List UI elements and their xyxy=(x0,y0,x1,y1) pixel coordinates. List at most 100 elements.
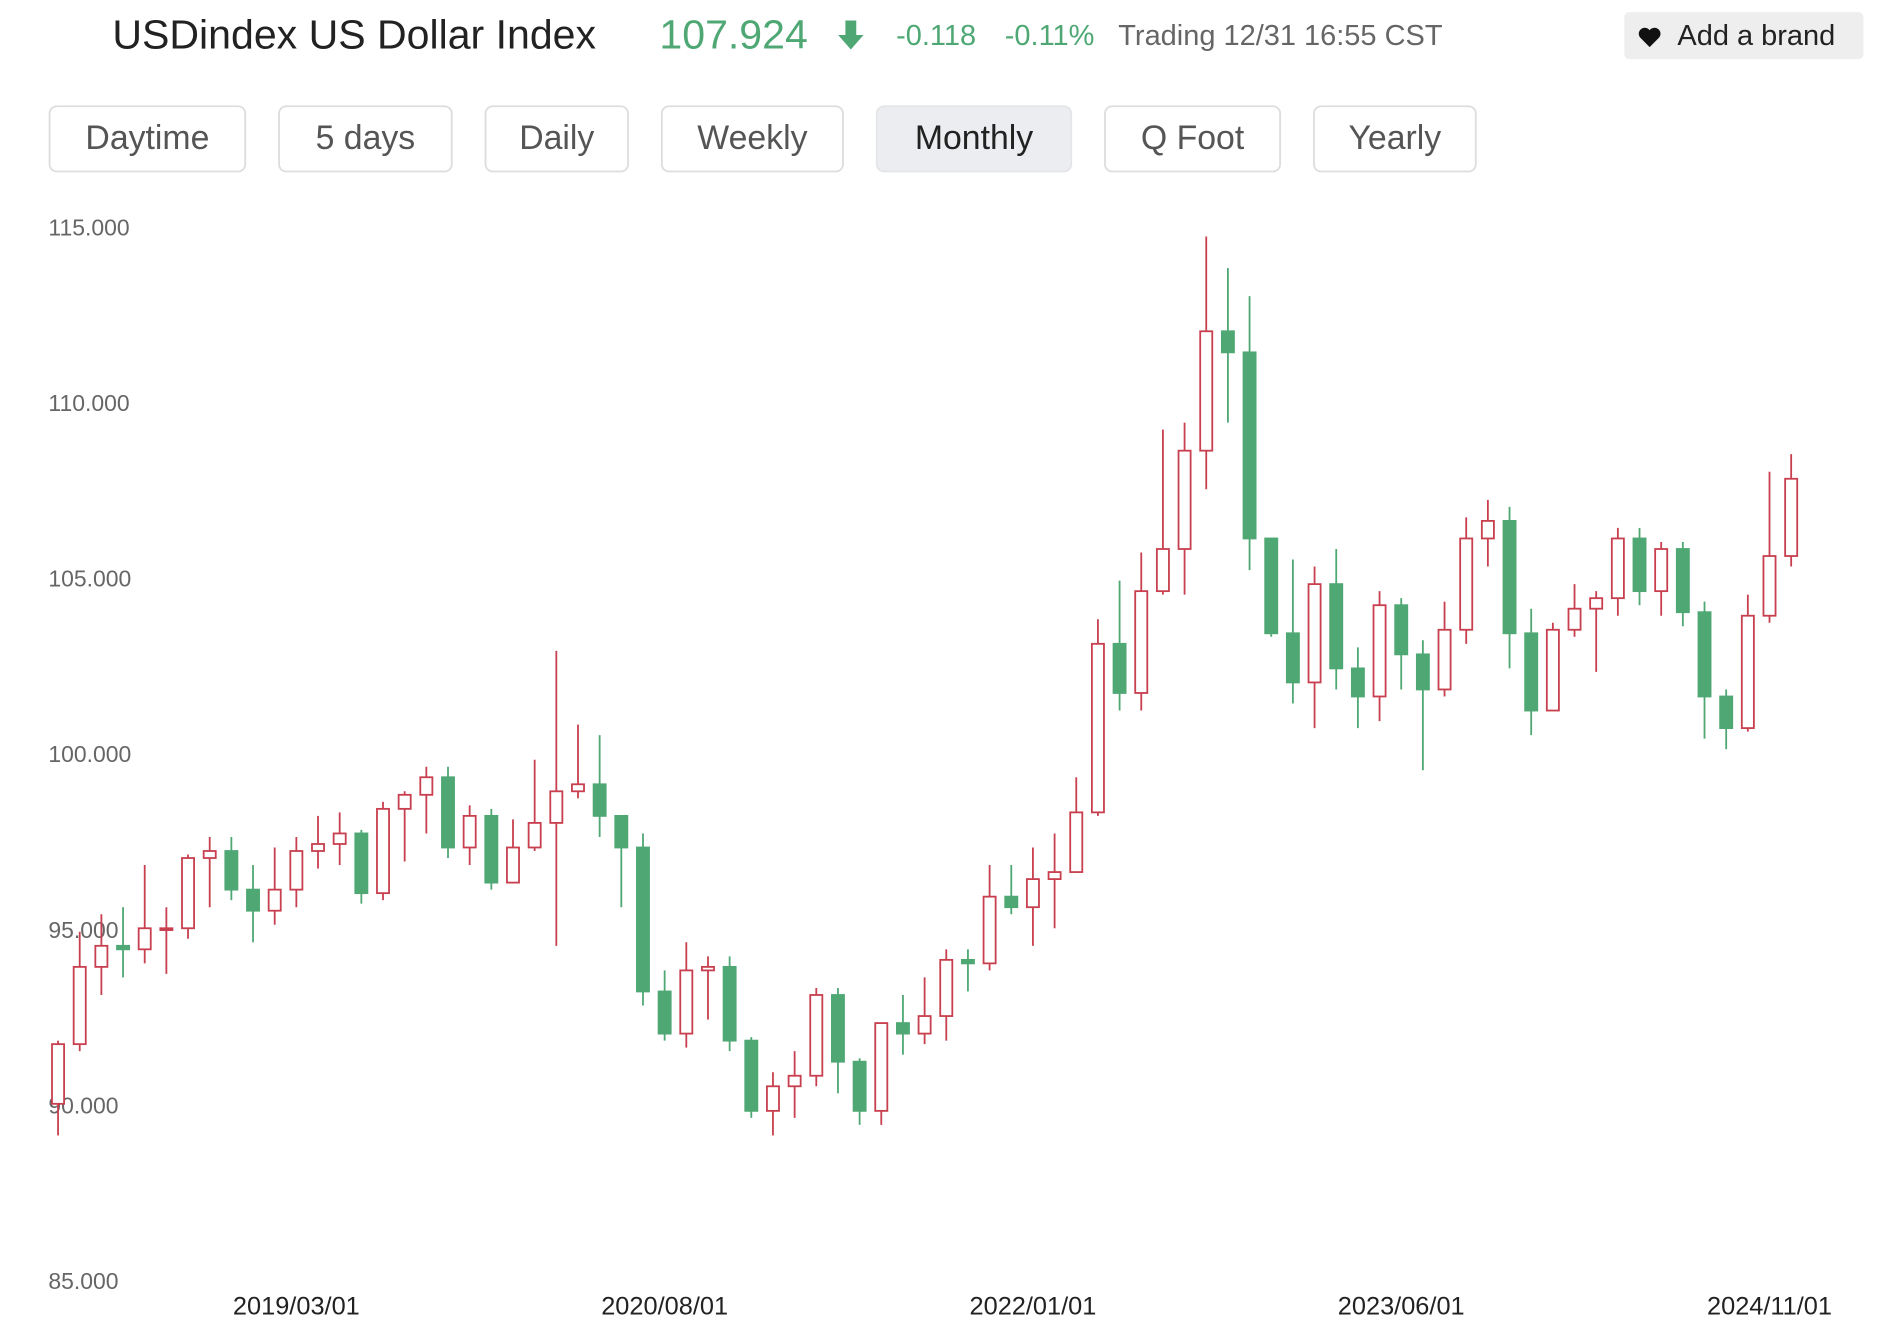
candle-body xyxy=(1437,628,1452,691)
candle-body xyxy=(1762,555,1777,617)
candle-body xyxy=(766,1085,780,1112)
tab[interactable]: Yearly xyxy=(1313,105,1477,173)
tab-label[interactable]: Daily xyxy=(519,119,594,157)
down-arrow xyxy=(838,20,864,50)
candle-body xyxy=(224,850,239,891)
title: USDindex US Dollar Index xyxy=(112,11,596,57)
candle-body xyxy=(506,846,520,884)
y-tick-label: 95.000 xyxy=(48,917,118,943)
candle-body xyxy=(1220,330,1235,354)
candle-body xyxy=(1719,695,1734,729)
candle-body xyxy=(896,1022,910,1035)
price: 107.924 xyxy=(659,11,807,57)
candle-body xyxy=(1112,642,1127,694)
candle-body xyxy=(441,776,455,849)
tab-label[interactable]: Monthly xyxy=(915,119,1033,157)
candle-body xyxy=(354,832,369,895)
tab-label[interactable]: Daytime xyxy=(85,119,209,157)
candle-body xyxy=(874,1022,889,1112)
candle-body xyxy=(1589,597,1604,610)
tab-bg[interactable] xyxy=(875,105,1073,173)
candle-body xyxy=(1394,604,1409,656)
x-tick-label: 2019/03/01 xyxy=(233,1293,360,1321)
candle-body xyxy=(1697,611,1712,698)
tabs: Daytime 5 days Daily Weekly Monthly Q Foot Yea… xyxy=(48,105,1477,173)
candle-body xyxy=(852,1060,867,1112)
candle-body xyxy=(1004,895,1019,909)
candle-body xyxy=(1502,520,1517,635)
heart-icon[interactable] xyxy=(1638,27,1661,48)
tab[interactable]: Daytime xyxy=(48,105,247,173)
candle-body xyxy=(1025,878,1040,909)
candle-body xyxy=(917,1015,932,1035)
candle-body xyxy=(1264,537,1279,635)
tab-bg[interactable] xyxy=(1313,105,1477,173)
candle-body xyxy=(701,965,715,972)
status: Trading 12/31 16:55 CST xyxy=(1118,20,1443,52)
add-brand-button[interactable]: Add a brand xyxy=(1624,12,1864,60)
candle-body xyxy=(137,927,152,951)
candle-body xyxy=(1350,667,1365,698)
tab[interactable]: Weekly xyxy=(660,105,844,173)
tab-label[interactable]: 5 days xyxy=(316,119,416,157)
button-label[interactable]: Add a brand xyxy=(1677,20,1835,52)
tab-bg[interactable] xyxy=(48,105,247,173)
candle-body xyxy=(1784,477,1799,557)
tab[interactable]: Daily xyxy=(484,105,629,173)
candle-body xyxy=(1307,583,1322,684)
candle-body xyxy=(311,843,325,852)
candle-body xyxy=(939,958,954,1017)
candle-body xyxy=(787,1074,802,1088)
candle-body xyxy=(1372,604,1387,698)
tab-bg[interactable] xyxy=(484,105,629,173)
change: -0.118 xyxy=(896,20,976,52)
candle-body xyxy=(246,888,260,912)
candle-body xyxy=(592,783,607,817)
candle-body xyxy=(484,814,499,884)
x-tick-label: 2023/06/01 xyxy=(1338,1293,1465,1321)
candle-body xyxy=(1069,811,1084,873)
tab-bg[interactable] xyxy=(660,105,844,173)
tab[interactable]: Monthly xyxy=(875,105,1073,173)
candle-body xyxy=(527,822,542,849)
tab[interactable]: 5 days xyxy=(278,105,453,173)
tab-label[interactable]: Q Foot xyxy=(1141,119,1245,157)
candle-body xyxy=(960,958,975,965)
tab-bg[interactable] xyxy=(1104,105,1282,173)
candle-body xyxy=(376,807,390,895)
candle-body xyxy=(1242,351,1257,540)
candle-body xyxy=(1415,653,1430,691)
tab[interactable]: Q Foot xyxy=(1104,105,1282,173)
candle-body xyxy=(462,814,477,849)
candle-body xyxy=(159,927,174,931)
tab-label[interactable]: Yearly xyxy=(1348,119,1441,157)
candle-body xyxy=(181,857,195,930)
y-tick-label: 115.000 xyxy=(48,215,129,241)
change-percent: -0.11% xyxy=(1005,20,1095,52)
candle-body xyxy=(51,1043,65,1105)
candle-body xyxy=(332,832,347,845)
candle-body xyxy=(1610,537,1625,600)
candle-body xyxy=(1740,614,1755,729)
button-bg[interactable] xyxy=(1624,12,1864,60)
candle-body xyxy=(636,846,650,993)
x-tick-label: 2022/01/01 xyxy=(970,1293,1097,1321)
tab-label[interactable]: Weekly xyxy=(697,119,807,157)
candle-body xyxy=(1329,583,1344,670)
candle-body xyxy=(94,944,109,968)
candle-body xyxy=(397,793,412,810)
candle-body xyxy=(1545,628,1560,712)
candle-body xyxy=(679,969,694,1035)
candle-body xyxy=(831,994,845,1063)
candle-body xyxy=(1675,548,1690,614)
candle-body xyxy=(289,850,304,891)
candle-body xyxy=(1654,548,1669,593)
candle-body xyxy=(1632,537,1647,593)
candle-body xyxy=(1090,642,1105,814)
candles xyxy=(51,236,1799,1136)
candle-body xyxy=(1459,537,1474,631)
candle-body xyxy=(722,965,737,1042)
candle-body xyxy=(1524,632,1539,712)
tab-bg[interactable] xyxy=(278,105,453,173)
